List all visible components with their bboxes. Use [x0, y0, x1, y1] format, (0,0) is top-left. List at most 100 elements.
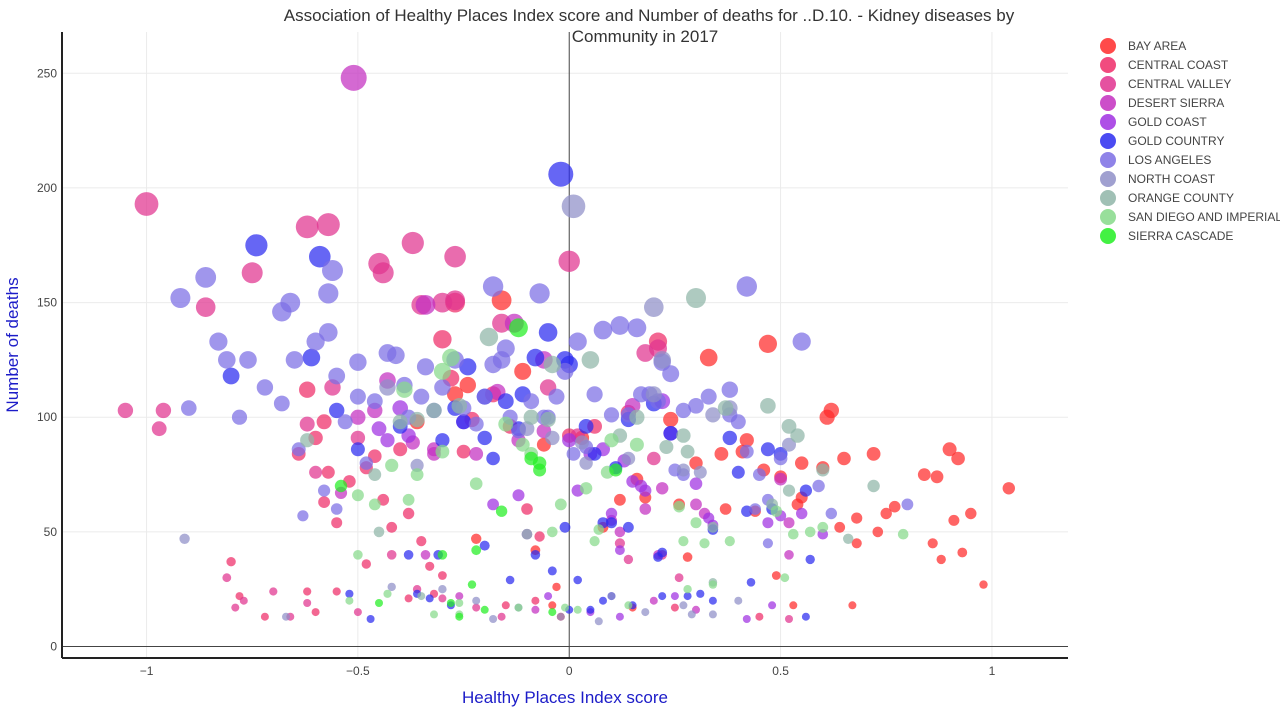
- data-point[interactable]: [350, 442, 365, 457]
- data-point[interactable]: [477, 430, 492, 446]
- data-point[interactable]: [402, 493, 415, 506]
- data-point[interactable]: [805, 554, 815, 565]
- data-point[interactable]: [734, 596, 743, 605]
- data-point[interactable]: [302, 348, 321, 367]
- data-point[interactable]: [629, 409, 645, 425]
- data-point[interactable]: [851, 538, 862, 549]
- data-point[interactable]: [610, 316, 630, 335]
- data-point[interactable]: [614, 538, 626, 549]
- data-point[interactable]: [416, 536, 427, 547]
- data-point[interactable]: [379, 379, 396, 396]
- data-point[interactable]: [574, 435, 590, 450]
- data-point[interactable]: [663, 426, 678, 441]
- data-point[interactable]: [548, 608, 557, 617]
- data-point[interactable]: [334, 479, 348, 493]
- data-point[interactable]: [523, 409, 539, 425]
- data-point[interactable]: [387, 346, 405, 365]
- data-point[interactable]: [812, 479, 825, 493]
- data-point[interactable]: [562, 433, 577, 448]
- data-point[interactable]: [647, 451, 661, 466]
- data-point[interactable]: [401, 231, 424, 255]
- data-point[interactable]: [623, 521, 634, 533]
- data-point[interactable]: [269, 587, 278, 596]
- data-point[interactable]: [437, 550, 448, 560]
- data-point[interactable]: [897, 528, 909, 540]
- data-point[interactable]: [593, 524, 605, 535]
- data-point[interactable]: [719, 503, 732, 515]
- data-point[interactable]: [349, 388, 366, 405]
- data-point[interactable]: [498, 416, 514, 432]
- data-point[interactable]: [402, 507, 415, 520]
- data-point[interactable]: [273, 395, 290, 412]
- data-point[interactable]: [471, 533, 482, 544]
- data-point[interactable]: [241, 262, 263, 284]
- data-point[interactable]: [469, 477, 483, 491]
- data-point[interactable]: [330, 503, 343, 515]
- data-point[interactable]: [316, 213, 340, 237]
- data-point[interactable]: [782, 484, 796, 497]
- data-point[interactable]: [674, 573, 684, 583]
- data-point[interactable]: [568, 332, 587, 351]
- data-point[interactable]: [957, 547, 968, 558]
- legend-item[interactable]: BAY AREA: [1100, 38, 1186, 54]
- data-point[interactable]: [554, 498, 567, 511]
- legend-item[interactable]: CENTRAL VALLEY: [1100, 76, 1231, 92]
- data-point[interactable]: [309, 465, 323, 479]
- data-point[interactable]: [442, 348, 460, 367]
- data-point[interactable]: [942, 442, 957, 457]
- data-point[interactable]: [393, 442, 408, 457]
- data-point[interactable]: [760, 442, 775, 457]
- data-point[interactable]: [683, 592, 692, 601]
- data-point[interactable]: [755, 612, 764, 621]
- data-point[interactable]: [515, 437, 530, 452]
- data-point[interactable]: [222, 367, 240, 385]
- data-point[interactable]: [387, 582, 396, 592]
- data-point[interactable]: [749, 503, 761, 515]
- data-point[interactable]: [880, 507, 892, 520]
- data-point[interactable]: [578, 419, 594, 434]
- data-point[interactable]: [469, 447, 484, 461]
- data-point[interactable]: [708, 596, 717, 605]
- data-point[interactable]: [548, 161, 574, 187]
- data-point[interactable]: [917, 468, 931, 481]
- data-point[interactable]: [788, 528, 799, 540]
- data-point[interactable]: [687, 610, 696, 619]
- data-point[interactable]: [514, 362, 532, 380]
- data-point[interactable]: [521, 528, 533, 540]
- data-point[interactable]: [373, 526, 385, 538]
- data-point[interactable]: [656, 482, 669, 495]
- data-point[interactable]: [430, 610, 438, 619]
- data-point[interactable]: [509, 318, 528, 338]
- data-point[interactable]: [686, 288, 706, 308]
- data-point[interactable]: [547, 566, 557, 576]
- data-point[interactable]: [392, 414, 408, 430]
- data-point[interactable]: [699, 348, 718, 367]
- data-point[interactable]: [291, 442, 306, 457]
- data-points[interactable]: [117, 64, 1015, 626]
- data-point[interactable]: [690, 517, 702, 529]
- data-point[interactable]: [529, 283, 550, 304]
- data-point[interactable]: [417, 592, 426, 601]
- data-point[interactable]: [495, 505, 508, 517]
- data-point[interactable]: [780, 573, 790, 583]
- data-point[interactable]: [444, 245, 466, 268]
- data-point[interactable]: [621, 451, 636, 466]
- data-point[interactable]: [299, 381, 316, 398]
- data-point[interactable]: [627, 318, 647, 338]
- data-point[interactable]: [552, 582, 561, 592]
- data-point[interactable]: [629, 437, 644, 452]
- data-point[interactable]: [801, 612, 810, 621]
- data-point[interactable]: [866, 447, 881, 461]
- data-point[interactable]: [657, 547, 668, 558]
- data-point[interactable]: [604, 433, 619, 448]
- data-point[interactable]: [353, 550, 363, 560]
- data-point[interactable]: [615, 545, 625, 556]
- legend-item[interactable]: GOLD COAST: [1100, 114, 1207, 130]
- data-point[interactable]: [350, 430, 366, 446]
- data-point[interactable]: [696, 589, 705, 598]
- data-point[interactable]: [471, 545, 482, 556]
- data-point[interactable]: [586, 386, 603, 403]
- data-point[interactable]: [586, 605, 595, 614]
- data-point[interactable]: [579, 456, 593, 470]
- data-point[interactable]: [639, 484, 652, 497]
